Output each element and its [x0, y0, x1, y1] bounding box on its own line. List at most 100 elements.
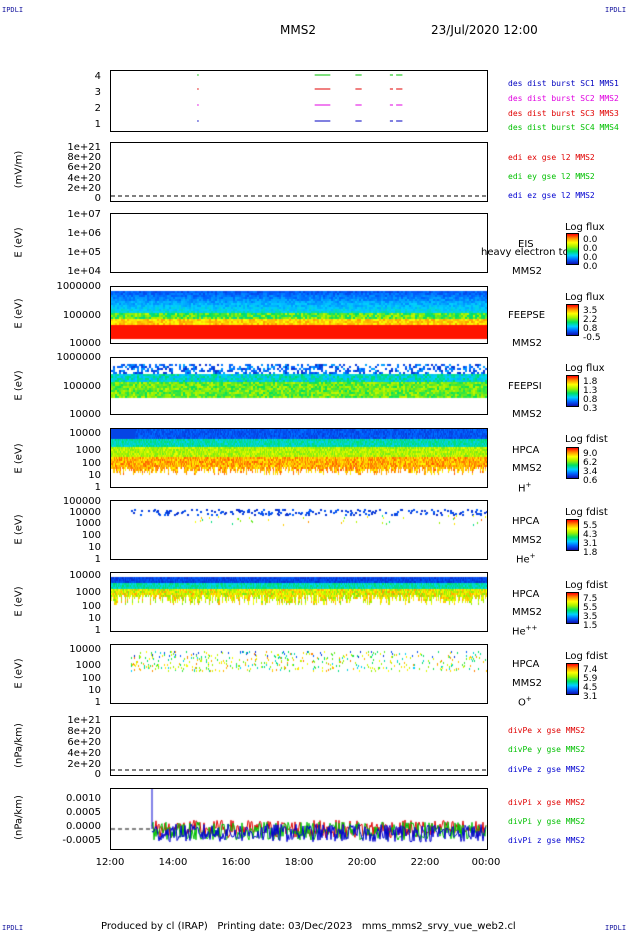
colorbar-value: 4.5: [583, 683, 598, 693]
hpca-he-spectrogram: [111, 501, 487, 559]
ytick: 100: [81, 530, 101, 541]
colorbar-value: 2.2: [583, 315, 598, 325]
corner-tag-left: IPDLI: [2, 6, 24, 14]
spacecraft-title: MMS2: [280, 23, 316, 37]
x-tick-label: 00:00: [471, 857, 501, 868]
ytick: 8e+20: [67, 152, 101, 163]
legend-entry: divPi z gse MMS2: [508, 836, 586, 845]
ytick: 8e+20: [67, 726, 101, 737]
spacecraft-label: MMS2: [512, 463, 542, 474]
ytick: 0.0010: [66, 793, 101, 804]
colorbar-value: 0.0: [583, 262, 598, 272]
legend-entry: divPi x gse MMS2: [508, 798, 586, 807]
y-axis-label: E (eV): [13, 658, 25, 689]
instrument-label: EIS: [518, 239, 534, 250]
legend-entry: divPe y gse MMS2: [508, 745, 586, 754]
colorbar-title: Log fdist: [565, 580, 608, 591]
legend-entry: des dist burst SC3 MMS3: [508, 109, 619, 118]
ytick: 1: [94, 119, 101, 130]
ytick: 10000: [69, 570, 101, 581]
colorbar-value: 0.8: [583, 395, 598, 405]
corner-tag-bottom-left: IPDLI: [2, 924, 24, 932]
ytick: 1e+21: [67, 715, 101, 726]
ytick: 0: [94, 769, 101, 780]
colorbar-title: Log fdist: [565, 651, 608, 662]
ytick: 1e+21: [67, 142, 101, 153]
ytick: 100: [81, 601, 101, 612]
legend-entry: edi ey gse l2 MMS2: [508, 172, 595, 181]
colorbar-value: 5.5: [583, 603, 598, 613]
y-axis-label: E (eV): [13, 514, 25, 545]
hpca-h-spectrogram: [111, 429, 487, 487]
ytick: 10: [88, 613, 101, 624]
colorbar-value: 1.5: [583, 621, 598, 631]
spacecraft-label: MMS2: [512, 338, 542, 349]
legend-entry: divPe x gse MMS2: [508, 726, 586, 735]
divpe-panel: [110, 716, 488, 776]
ytick: 100000: [62, 381, 101, 392]
colorbar-title: Log fdist: [565, 434, 608, 445]
ytick: 1000: [75, 445, 101, 456]
ytick: 1e+07: [67, 209, 101, 220]
colorbar-title: Log flux: [565, 222, 605, 233]
colorbar: [566, 447, 579, 479]
legend-entry: edi ez gse l2 MMS2: [508, 191, 595, 200]
hpca-hepp-panel: [110, 572, 488, 632]
hpca-o-panel: [110, 644, 488, 704]
ytick: 4e+20: [67, 748, 101, 759]
ytick: 2e+20: [67, 183, 101, 194]
hpca-o-spectrogram: [111, 645, 487, 703]
colorbar-value: 7.4: [583, 665, 598, 675]
ytick: 10000: [69, 409, 101, 420]
feepse-panel: [110, 286, 488, 344]
colorbar-title: Log fdist: [565, 507, 608, 518]
instrument-label: HPCA: [512, 516, 540, 527]
ytick: 1e+04: [67, 266, 101, 277]
colorbar-value: 0.6: [583, 476, 598, 486]
ytick: 3: [94, 87, 101, 98]
instrument-label: FEEPSI: [508, 381, 542, 392]
ytick: 100000: [62, 310, 101, 321]
ytick: 1e+06: [67, 228, 101, 239]
datetime-title: 23/Jul/2020 12:00: [431, 23, 538, 37]
ytick: 100000: [62, 496, 101, 507]
ytick: 10000: [69, 644, 101, 655]
spacecraft-label: MMS2: [512, 607, 542, 618]
feepsi-spectrogram: [111, 358, 487, 414]
colorbar-title: Log flux: [565, 292, 605, 303]
eis-panel: [110, 213, 488, 273]
ytick: 0: [94, 193, 101, 204]
colorbar-title: Log flux: [565, 363, 605, 374]
x-tick-label: 12:00: [95, 857, 125, 868]
colorbar-value: 3.1: [583, 539, 598, 549]
ytick: 1e+05: [67, 247, 101, 258]
colorbar-value: 1.3: [583, 386, 598, 396]
y-axis-label: (nPa/km): [13, 795, 25, 840]
y-axis-label: E (eV): [13, 443, 25, 474]
ytick: 1000000: [56, 281, 101, 292]
x-tick-label: 20:00: [347, 857, 377, 868]
corner-tag-right: IPDLI: [605, 6, 627, 14]
burst-panel: [110, 70, 488, 132]
colorbar: [566, 304, 579, 336]
ytick: 10: [88, 685, 101, 696]
colorbar-value: 5.5: [583, 521, 598, 531]
instrument-label: FEEPSE: [508, 310, 546, 321]
y-axis-label: E (eV): [13, 227, 25, 258]
colorbar-value: 9.0: [583, 449, 598, 459]
legend-entry: edi ex gse l2 MMS2: [508, 153, 595, 162]
edi-panel: [110, 142, 488, 202]
ytick: 1000: [75, 660, 101, 671]
colorbar-value: 3.1: [583, 692, 598, 702]
ytick: 2e+20: [67, 759, 101, 770]
ytick: 1: [94, 625, 101, 636]
ytick: 1000: [75, 518, 101, 529]
species-label: O+: [518, 695, 532, 709]
spacecraft-label: MMS2: [512, 678, 542, 689]
ytick: 1: [94, 697, 101, 708]
colorbar: [566, 663, 579, 695]
y-axis-label: (nPa/km): [13, 723, 25, 768]
ytick: 100: [81, 673, 101, 684]
legend-entry: divPe z gse MMS2: [508, 765, 586, 774]
colorbar-value: 4.3: [583, 530, 598, 540]
